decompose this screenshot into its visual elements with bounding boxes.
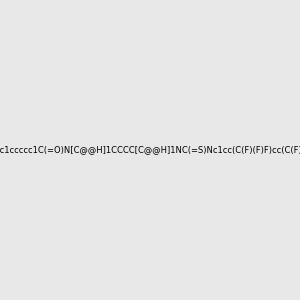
Text: OC(=O)c1ccccc1C(=O)N[C@@H]1CCCC[C@@H]1NC(=S)Nc1cc(C(F)(F)F)cc(C(F)(F)F)c1: OC(=O)c1ccccc1C(=O)N[C@@H]1CCCC[C@@H]1NC… [0,146,300,154]
